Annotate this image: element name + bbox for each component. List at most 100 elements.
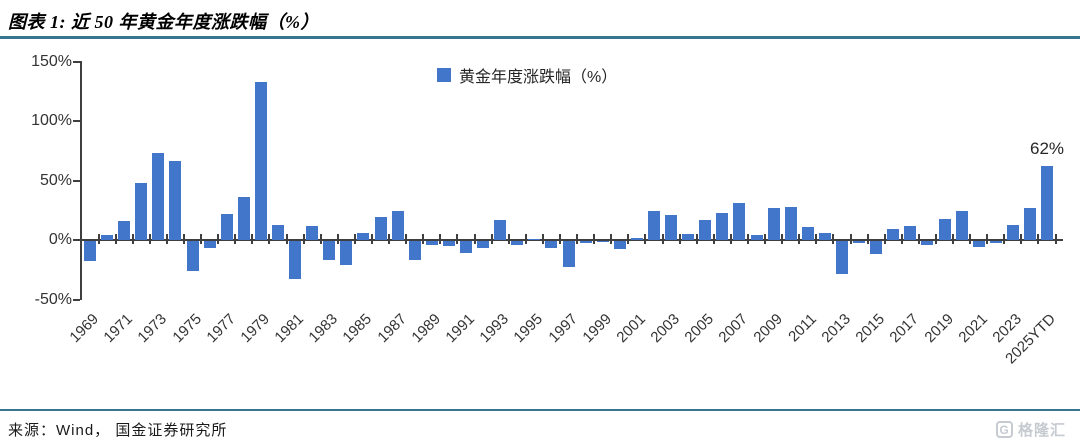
x-axis-tick	[678, 234, 681, 244]
x-axis-tick	[319, 234, 322, 244]
bar-2025YTD	[1041, 166, 1054, 240]
x-axis-tick	[353, 234, 356, 244]
x-axis-tick	[439, 234, 442, 244]
bar-1971	[118, 220, 131, 240]
bar-2003	[665, 215, 678, 240]
x-axis-tick	[97, 234, 100, 244]
x-axis-tick	[746, 234, 749, 244]
x-axis-tick	[661, 234, 664, 244]
bar-1978	[237, 197, 250, 240]
x-axis-tick	[576, 234, 579, 244]
bar-1986	[374, 217, 387, 240]
bar-1984	[340, 241, 353, 265]
x-axis-tick	[695, 234, 698, 244]
x-axis-tick	[866, 234, 869, 244]
gelonghui-logo-text: 格隆汇	[1017, 422, 1066, 439]
bar-2024	[1023, 207, 1036, 240]
legend-swatch-icon	[437, 68, 451, 82]
y-axis-tick	[73, 60, 80, 63]
bar-2020	[955, 211, 968, 240]
bar-2021	[972, 241, 985, 247]
x-axis-tick	[849, 234, 852, 244]
x-axis-tick	[268, 234, 271, 244]
x-axis-tick	[815, 234, 818, 244]
bar-1995	[528, 238, 541, 240]
bar-1996	[545, 241, 558, 249]
y-axis-label: -50%	[34, 290, 72, 308]
source-note: 来源：Wind， 国金证券研究所	[8, 422, 228, 439]
x-axis-tick	[217, 234, 220, 244]
bar-2000	[613, 241, 626, 250]
bar-2012	[818, 232, 831, 240]
x-axis-tick	[952, 234, 955, 244]
bar-2004	[682, 234, 695, 240]
bar-2018	[921, 241, 934, 245]
bar-2019	[938, 218, 951, 240]
x-axis-tick	[900, 234, 903, 244]
x-axis-tick	[422, 234, 425, 244]
x-axis-tick	[251, 234, 254, 244]
bar-1981	[289, 241, 302, 280]
y-axis-label: 100%	[31, 112, 72, 129]
bar-2005	[699, 219, 712, 240]
bar-1976	[203, 241, 216, 249]
x-axis-tick	[712, 234, 715, 244]
bar-1983	[323, 241, 336, 261]
bar-1999	[596, 241, 609, 243]
y-axis-label: 150%	[31, 52, 72, 70]
x-axis-tick	[1037, 234, 1040, 244]
x-axis-tick	[832, 234, 835, 244]
x-axis-tick	[148, 234, 151, 244]
bar-1979	[254, 81, 267, 240]
bar-1990	[442, 241, 455, 246]
x-axis-tick	[541, 234, 544, 244]
x-axis-tick	[593, 234, 596, 244]
y-axis-tick	[73, 298, 80, 301]
x-axis-tick	[456, 234, 459, 244]
y-axis-tick	[73, 239, 80, 241]
x-axis-tick	[558, 234, 561, 244]
x-axis-tick	[200, 234, 203, 244]
x-axis-tick	[781, 234, 784, 244]
x-axis-tick	[114, 234, 117, 244]
x-axis-tick	[302, 234, 305, 244]
bar-1970	[101, 235, 114, 240]
chart-legend: 黄金年度涨跌幅（%）	[437, 63, 617, 87]
x-axis-tick	[1003, 234, 1006, 244]
y-axis-label: 50%	[39, 171, 72, 189]
bar-1988	[408, 241, 421, 261]
bar-1991	[459, 241, 472, 253]
bar-2011	[801, 226, 814, 240]
bar-2015	[870, 241, 883, 255]
bar-1969	[84, 241, 96, 262]
x-axis-tick	[917, 234, 920, 244]
x-axis-tick	[986, 234, 989, 244]
bar-1980	[271, 224, 284, 240]
bar-2017	[904, 225, 917, 240]
x-axis-tick	[182, 234, 185, 244]
bar-1997	[562, 241, 575, 268]
gelonghui-watermark: G 格隆汇	[995, 419, 1066, 440]
x-axis-tick	[764, 234, 767, 244]
x-axis-tick	[370, 234, 373, 244]
x-axis-tick	[490, 234, 493, 244]
x-axis-tick	[883, 234, 886, 244]
bar-2006	[716, 212, 729, 240]
top-divider-rule	[0, 36, 1080, 39]
bar-2022	[989, 241, 1002, 244]
bar-1989	[425, 241, 438, 245]
bar-1994	[511, 241, 524, 245]
bar-2010	[784, 206, 797, 240]
bar-1987	[391, 211, 404, 240]
x-axis-tick	[644, 234, 647, 244]
bar-2023	[1006, 224, 1019, 240]
y-axis-line	[80, 61, 82, 300]
bar-2016	[887, 229, 900, 240]
bar-1985	[357, 232, 370, 240]
gelonghui-g-icon: G	[995, 421, 1013, 438]
bar-1975	[186, 241, 199, 271]
x-axis-tick	[165, 234, 168, 244]
x-axis-tick	[405, 234, 408, 244]
bar-1973	[152, 153, 165, 240]
